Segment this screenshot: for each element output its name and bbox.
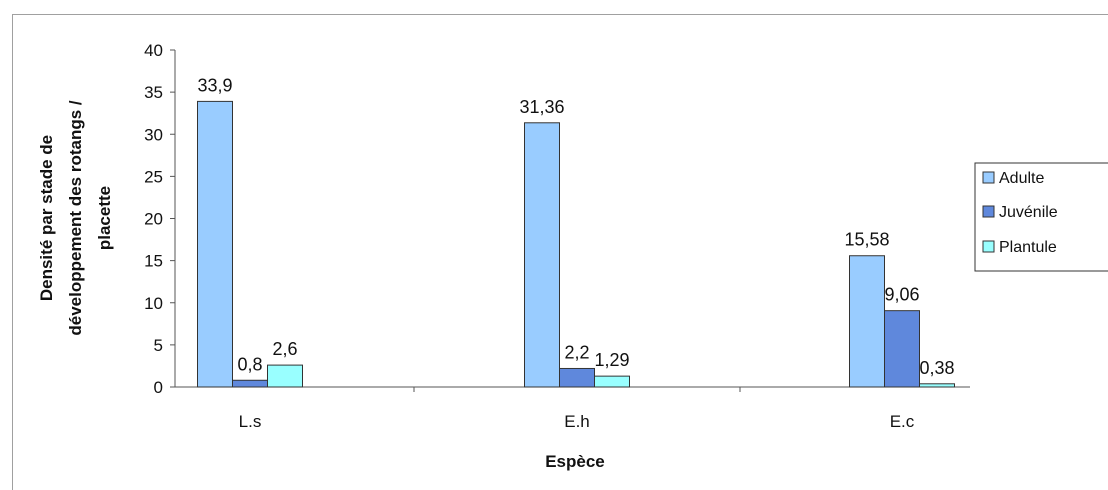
y-tick-label: 25 — [144, 167, 163, 186]
y-axis-title-text: Densité par stade de développement des ro… — [37, 100, 114, 335]
data-label: 33,9 — [197, 75, 232, 95]
y-axis-title: Densité par stade de développement des ro… — [37, 100, 114, 335]
y-tick-label: 35 — [144, 83, 163, 102]
bar-adulte — [197, 100, 233, 388]
bar-adulte — [524, 122, 560, 388]
data-label: 0,8 — [237, 354, 262, 374]
y-tick-label: 10 — [144, 294, 163, 313]
y-tick-label: 5 — [154, 336, 163, 355]
y-axis-title-line: développement des rotangs / — [66, 100, 85, 335]
x-tick-label: E.c — [890, 412, 915, 431]
data-label: 0,38 — [919, 358, 954, 378]
chart-frame — [12, 14, 1108, 490]
y-axis-title-line: Densité par stade de — [37, 135, 56, 301]
data-label: 2,6 — [272, 339, 297, 359]
legend: Adulte Juvénile Plantule — [974, 162, 1108, 272]
y-tick-label: 40 — [144, 41, 163, 60]
data-label: 2,2 — [564, 342, 589, 362]
bar-plantule — [267, 364, 303, 388]
bar-plantule — [594, 375, 630, 388]
bar-plantule — [919, 383, 955, 388]
legend-swatch — [982, 205, 995, 218]
x-tick-label: L.s — [239, 412, 262, 431]
legend-label: Juvénile — [999, 204, 1058, 221]
x-axis-title: Espèce — [545, 452, 605, 471]
y-tick-label: 15 — [144, 252, 163, 271]
data-label: 9,06 — [884, 285, 919, 305]
y-axis-title-line: placette — [95, 186, 114, 250]
bar-juvnile — [232, 379, 268, 388]
legend-swatch — [982, 240, 995, 253]
data-labels: 33,9 31,36 15,58 0,8 2,2 9,06 2,6 1,29 0,38 — [197, 75, 954, 377]
bar-juvnile — [884, 310, 920, 388]
bar-adulte — [849, 255, 885, 388]
y-tick-label: 30 — [144, 125, 163, 144]
data-label: 31,36 — [519, 97, 564, 117]
data-label: 15,58 — [844, 230, 889, 250]
x-tick-label: E.h — [564, 412, 590, 431]
bar-juvnile — [559, 367, 595, 388]
legend-box — [974, 162, 1108, 272]
legend-swatch — [982, 171, 995, 184]
legend-label: Adulte — [999, 170, 1044, 187]
y-tick-label: 20 — [144, 210, 163, 229]
legend-label: Plantule — [999, 239, 1057, 256]
data-label: 1,29 — [594, 350, 629, 370]
bars — [197, 100, 955, 388]
y-tick-label: 0 — [154, 378, 163, 397]
y-axis-ticks: 0 5 10 15 20 25 30 35 40 — [144, 41, 175, 397]
x-axis-ticks: L.s E.h E.c — [239, 387, 915, 431]
